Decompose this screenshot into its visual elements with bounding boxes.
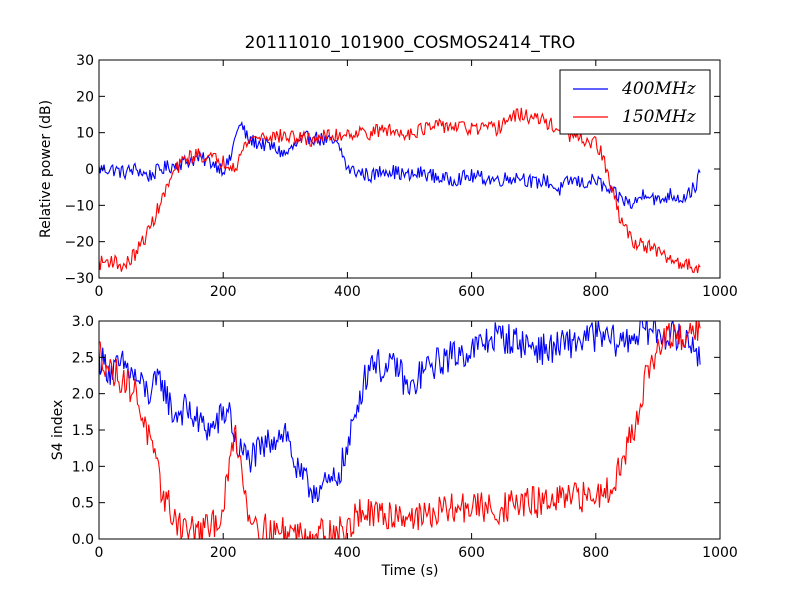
s4-xtick-label: 600 (458, 545, 485, 561)
s4-series-400mhz (99, 321, 701, 504)
s4-xlabel: Time (s) (381, 563, 439, 579)
power-xtick-label: 800 (582, 284, 609, 300)
power-xtick-label: 200 (210, 284, 237, 300)
s4-xtick-label: 1000 (702, 545, 738, 561)
power-series-150mhz (99, 107, 701, 274)
power-ytick-label: −10 (64, 198, 94, 214)
s4-ytick-label: 1.0 (72, 459, 94, 475)
s4-xtick-label: 800 (582, 545, 609, 561)
s4-xtick-label: 400 (334, 545, 361, 561)
power-ytick-label: 20 (76, 89, 94, 105)
legend-label-150mhz: 150MHz (622, 107, 697, 127)
s4-panel: 0 200 400 600 800 1000 0.0 0.5 1.0 1.5 2.0 2.5 3.0 S… (50, 314, 738, 579)
s4-ytick-label: 0.5 (72, 496, 94, 512)
s4-ytick-label: 0.0 (72, 532, 94, 548)
power-legend: 400MHz 150MHz (559, 69, 711, 135)
power-xtick-label: 0 (95, 284, 104, 300)
s4-ytick-label: 1.5 (72, 423, 94, 439)
s4-ylabel: S4 index (50, 400, 66, 461)
power-xtick-label: 1000 (702, 284, 738, 300)
power-ytick-label: 0 (85, 162, 94, 178)
s4-ytick-label: 2.0 (72, 387, 94, 403)
legend-box (559, 69, 711, 135)
power-series-group (99, 107, 701, 274)
power-ytick-label: −20 (64, 235, 94, 251)
s4-ytick-label: 3.0 (72, 314, 94, 330)
power-ytick-label: 30 (76, 53, 94, 69)
s4-series-150mhz (99, 321, 701, 539)
s4-ticks: 0 200 400 600 800 1000 0.0 0.5 1.0 1.5 2.0 2.5 3.0 (72, 314, 738, 561)
s4-series-group (99, 321, 701, 539)
s4-plot-area (99, 321, 720, 539)
power-ytick-label: 10 (76, 126, 94, 142)
figure-title: 20111010_101900_COSMOS2414_TRO (245, 33, 576, 53)
power-xtick-label: 400 (334, 284, 361, 300)
legend-label-400mhz: 400MHz (621, 79, 697, 99)
power-ytick-label: −30 (64, 271, 94, 287)
s4-ytick-label: 2.5 (72, 350, 94, 366)
power-ticks: 0 200 400 600 800 1000 −30 −20 −10 0 10 20 30 (64, 53, 737, 300)
power-panel: 0 200 400 600 800 1000 −30 −20 −10 0 10 20 30 Relati… (38, 53, 738, 300)
s4-xtick-label: 200 (210, 545, 237, 561)
power-ylabel: Relative power (dB) (38, 100, 54, 238)
s4-xtick-label: 0 (95, 545, 104, 561)
power-xtick-label: 600 (458, 284, 485, 300)
